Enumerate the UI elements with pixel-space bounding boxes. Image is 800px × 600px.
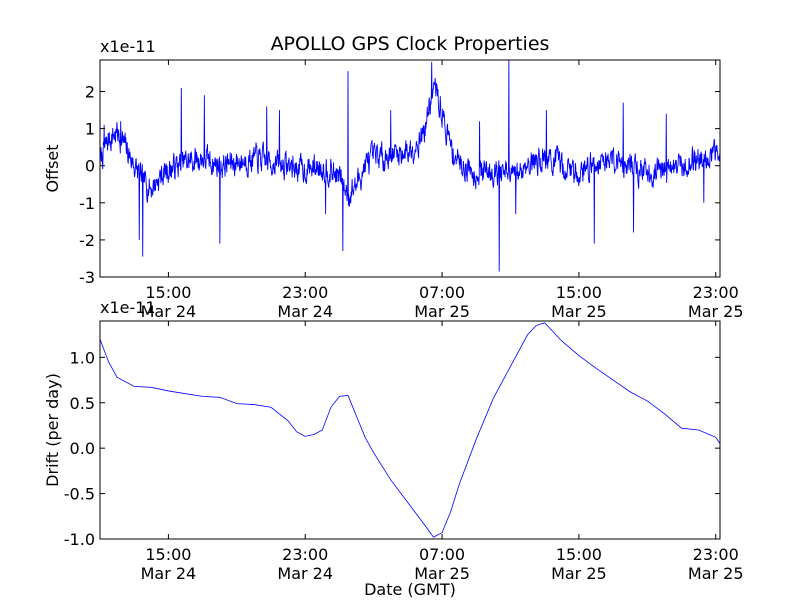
y-tick-label: -1.0 — [64, 530, 95, 549]
y-axis-title: Offset — [43, 144, 62, 192]
y-axis-title: Drift (per day) — [43, 373, 62, 487]
x-tick-label-time: 23:00 — [693, 545, 739, 564]
y-tick-label: 1 — [85, 120, 95, 139]
plot-frame — [99, 59, 721, 278]
y-tick-label: -3 — [79, 268, 95, 287]
y-tick-label: -0.5 — [64, 485, 95, 504]
drift-series-line — [99, 322, 721, 538]
x-tick-label-date: Mar 24 — [277, 564, 333, 583]
x-axis-title: Date (GMT) — [364, 580, 456, 599]
x-tick-label-time: 15:00 — [145, 545, 191, 564]
y-tick-label: 0.0 — [70, 439, 95, 458]
axis-offset-label: x1e-11 — [100, 37, 156, 56]
x-tick-label-date: Mar 25 — [688, 564, 744, 583]
y-tick-label: -2 — [79, 231, 95, 250]
x-tick-label-date: Mar 25 — [551, 564, 607, 583]
x-tick-label-date: Mar 25 — [414, 302, 470, 321]
y-tick-label: 0 — [85, 157, 95, 176]
y-tick-label: 2 — [85, 83, 95, 102]
x-tick-label-date: Mar 25 — [688, 302, 744, 321]
y-tick-label: -1 — [79, 194, 95, 213]
y-tick-label: 0.5 — [70, 394, 95, 413]
x-tick-label-date: Mar 24 — [141, 564, 197, 583]
y-tick-label: 1.0 — [70, 348, 95, 367]
x-tick-label-time: 15:00 — [145, 283, 191, 302]
x-tick-label-date: Mar 25 — [551, 302, 607, 321]
x-tick-label-time: 15:00 — [556, 545, 602, 564]
x-tick-label-date: Mar 25 — [414, 564, 470, 583]
axis-offset-label: x1e-11 — [100, 298, 156, 317]
figure-title: APOLLO GPS Clock Properties — [271, 33, 550, 55]
plot-frame — [99, 320, 721, 540]
x-tick-label-time: 23:00 — [693, 283, 739, 302]
x-tick-label-time: 15:00 — [556, 283, 602, 302]
x-tick-label-time: 07:00 — [419, 545, 465, 564]
x-tick-label-date: Mar 24 — [141, 302, 197, 321]
x-tick-label-time: 07:00 — [419, 283, 465, 302]
x-tick-label-time: 23:00 — [282, 545, 328, 564]
x-tick-label-time: 23:00 — [282, 283, 328, 302]
offset-series-line — [99, 59, 721, 272]
x-tick-label-date: Mar 24 — [277, 302, 333, 321]
